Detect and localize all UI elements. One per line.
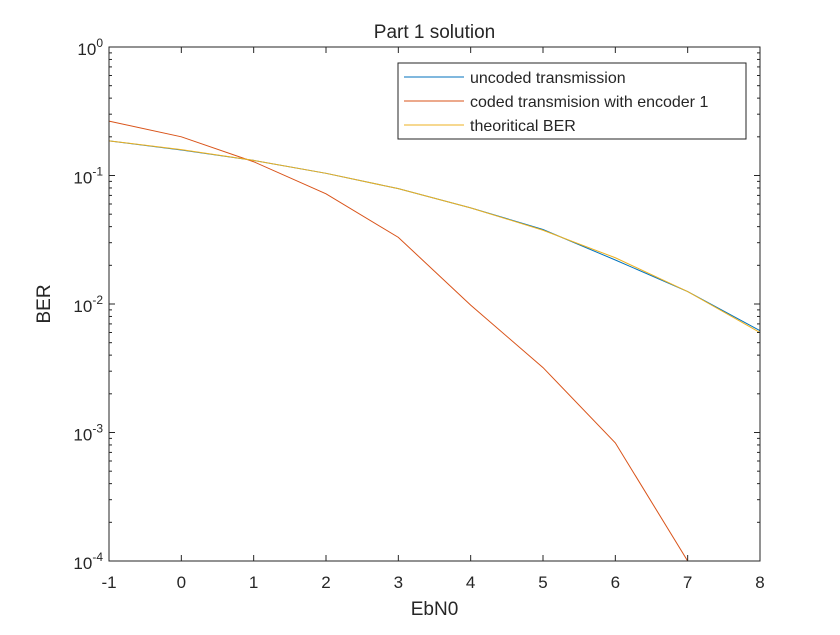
x-tick-label: 4	[466, 573, 475, 592]
x-tick-label: 0	[177, 573, 186, 592]
y-tick-label: 10-1	[73, 165, 103, 188]
legend-label-2: coded transmision with encoder 1	[470, 94, 708, 111]
x-axis-label: EbN0	[411, 599, 459, 620]
x-tick-label: 2	[321, 573, 330, 592]
y-tick-exponent: -3	[92, 422, 103, 436]
y-tick-label: 10-4	[73, 550, 103, 573]
x-tick-label: 5	[538, 573, 547, 592]
legend-label-1: uncoded transmission	[470, 70, 626, 87]
x-tick-label: -1	[101, 573, 116, 592]
y-tick-base: 10	[77, 40, 96, 59]
legend: uncoded transmission coded transmision wi…	[397, 62, 747, 140]
x-tick-labels: -1 0 1 2 3 4 5 6 7 8	[101, 573, 764, 592]
x-tick-label: 8	[755, 573, 764, 592]
y-tick-base: 10	[73, 169, 92, 188]
axis-ticks	[108, 46, 761, 562]
y-tick-label: 10-2	[73, 293, 103, 316]
series-line-3	[108, 140, 761, 333]
y-tick-base: 10	[73, 426, 92, 445]
y-tick-label: 10-3	[73, 422, 103, 445]
y-tick-label: 100	[77, 36, 103, 59]
y-tick-base: 10	[73, 297, 92, 316]
y-tick-exponent: -2	[92, 293, 103, 307]
series-lines	[108, 120, 761, 562]
x-tick-label: 3	[394, 573, 403, 592]
y-tick-exponent: -4	[92, 550, 103, 564]
y-tick-base: 10	[73, 554, 92, 573]
x-tick-label: 7	[683, 573, 692, 592]
legend-label-3: theoritical BER	[470, 118, 576, 135]
x-tick-label: 1	[249, 573, 258, 592]
y-tick-exponent: -1	[92, 165, 103, 179]
chart-title: Part 1 solution	[374, 22, 495, 43]
x-tick-label: 6	[611, 573, 620, 592]
y-tick-exponent: 0	[96, 36, 103, 50]
series-line-2	[108, 120, 689, 562]
y-axis-label: BER	[34, 284, 55, 323]
